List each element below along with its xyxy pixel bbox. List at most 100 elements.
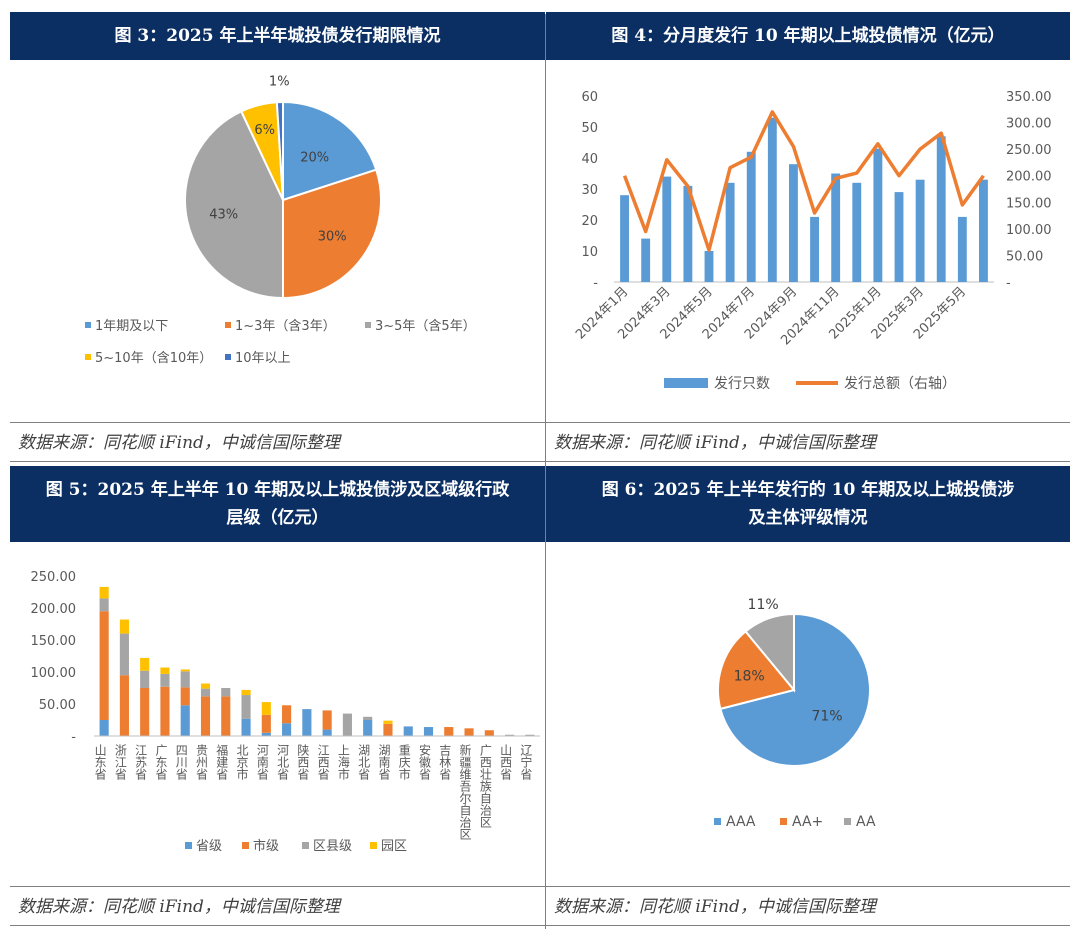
fig5-bar-segment — [444, 727, 454, 736]
fig5-bar-segment — [261, 732, 271, 736]
fig5-bar-segment — [99, 598, 109, 612]
fig5-bar-segment — [140, 688, 150, 736]
fig4-right-tick-label: 250.00 — [1006, 143, 1052, 158]
fig4-legend-swatch-bar — [664, 378, 708, 388]
fig4-bar — [704, 251, 714, 282]
fig3-data-label: 20% — [300, 150, 329, 165]
fig3-legend-label: 3~5年（含5年） — [375, 318, 476, 334]
fig6-legend-swatch — [714, 818, 721, 825]
fig5-bar-segment — [99, 720, 109, 736]
fig5-bar-segment — [282, 705, 292, 724]
fig5-bar-segment — [464, 728, 474, 736]
fig6-slice — [717, 630, 796, 711]
fig5-tick-label: 100.00 — [31, 666, 77, 681]
fig4-right-tick-label: 200.00 — [1006, 170, 1052, 185]
fig4-right-tick-label: 350.00 — [1006, 90, 1052, 105]
column-divider — [545, 14, 546, 929]
fig5-x-tick-label: 陕西省 — [296, 743, 310, 780]
fig4-left-tick-label: 50 — [581, 121, 598, 136]
fig5-bar-segment — [180, 705, 190, 736]
fig5-tick-label: 250.00 — [31, 570, 77, 585]
fig4-left-tick-label: - — [593, 276, 598, 291]
fig5-x-tick-label: 山西省 — [499, 744, 513, 780]
figure-5-panel: 图 5：2025 年上半年 10 年期及以上城投债涉及区域级行政 层级（亿元） … — [10, 466, 545, 930]
fig4-right-tick-label: 100.00 — [1006, 223, 1052, 238]
fig3-legend-label: 5~10年（含10年） — [95, 350, 212, 366]
fig4-bar — [873, 148, 883, 282]
fig4-right-tick-label: 50.00 — [1006, 249, 1043, 264]
figure-3-title: 图 3：2025 年上半年城投债发行期限情况 — [10, 12, 545, 60]
fig5-bar-segment — [403, 726, 413, 736]
fig4-bar — [683, 185, 693, 282]
figure-3-pie-chart: 20% 30% 43% 6% 1% 1年期及以下 1~3年（含3年） 3~5年（含5年） 5~1… — [85, 74, 476, 366]
fig5-legend-swatch — [370, 842, 377, 849]
fig5-bar-segment — [383, 723, 393, 736]
fig6-legend-label: AAA — [726, 814, 756, 830]
fig3-data-label: 43% — [209, 207, 238, 222]
fig4-bar — [831, 173, 841, 282]
figure-3-panel: 图 3：2025 年上半年城投债发行期限情况 20% 30% 43% 6% 1% 1年期及… — [10, 12, 545, 462]
fig5-bar-segment — [363, 716, 373, 720]
fig3-legend-label: 1年期及以下 — [95, 319, 168, 334]
fig5-x-tick-label: 贵州省 — [195, 744, 209, 780]
figure-4-title: 图 4：分月度发行 10 年期以上城投债情况（亿元） — [546, 12, 1070, 60]
fig5-x-tick-label: 山东省 — [93, 744, 107, 780]
fig5-bar-segment — [180, 671, 190, 688]
fig6-slice — [744, 612, 795, 693]
fig5-tick-label: 150.00 — [31, 634, 77, 649]
fig5-bar-segment — [322, 710, 332, 730]
fig3-data-label: 6% — [254, 123, 275, 138]
fig5-bar-segment — [241, 689, 251, 696]
fig4-right-tick-label: - — [1006, 276, 1011, 291]
fig5-x-tick-label: 吉林省 — [438, 744, 452, 780]
fig5-bar-segment — [221, 688, 231, 697]
fig4-bar — [789, 164, 798, 282]
fig5-bar-segment — [200, 696, 211, 736]
fig5-bar-segment — [140, 670, 150, 688]
fig5-bar-segment — [342, 713, 352, 736]
fig5-bar-segment — [322, 729, 332, 736]
fig3-data-label: 30% — [318, 230, 347, 245]
fig5-bar-segment — [484, 730, 494, 736]
figure-3-source: 数据来源：同花顺 iFind，中诚信国际整理 — [10, 422, 545, 462]
fig5-tick-label: - — [71, 730, 76, 745]
fig5-legend-label: 园区 — [381, 839, 407, 854]
figure-4-source: 数据来源：同花顺 iFind，中诚信国际整理 — [546, 422, 1070, 462]
fig5-x-tick-label: 河南省 — [255, 744, 269, 780]
fig5-x-tick-label: 北京市 — [235, 744, 249, 780]
figure-4-panel: 图 4：分月度发行 10 年期以上城投债情况（亿元） - 10 20 30 40 50 60… — [546, 12, 1070, 462]
fig5-bar-segment — [282, 723, 292, 736]
fig4-bar — [915, 179, 925, 282]
fig5-bar-segment — [119, 619, 129, 634]
fig5-bar-segment — [200, 683, 211, 689]
figure-6-pie-chart: 71% 18% 11% AAA AA+ AA — [714, 597, 876, 830]
fig4-bar — [979, 179, 988, 282]
fig5-bar-segment — [160, 686, 170, 736]
fig4-bar — [894, 192, 904, 282]
fig5-x-tick-label: 河北省 — [276, 744, 290, 780]
fig3-legend-swatch — [225, 322, 231, 328]
fig5-bar-segment — [525, 734, 535, 736]
fig4-bar — [936, 136, 946, 282]
fig5-bar-segment — [140, 657, 150, 671]
fig4-left-tick-label: 60 — [581, 90, 598, 105]
fig4-left-tick-label: 20 — [581, 214, 598, 229]
fig5-bar-segment — [423, 727, 434, 736]
fig5-legend-swatch — [185, 842, 192, 849]
fig3-data-label: 1% — [269, 74, 290, 89]
fig5-bar-segment — [241, 695, 251, 719]
fig5-bar-segment — [99, 611, 109, 720]
fig5-tick-label: 200.00 — [31, 602, 77, 617]
fig4-bar — [620, 195, 629, 282]
fig3-slice — [184, 109, 284, 300]
fig5-bar-segment — [363, 720, 373, 736]
fig4-right-tick-label: 300.00 — [1006, 117, 1052, 132]
fig5-bar-segment — [261, 702, 271, 715]
fig5-x-tick-label: 新疆维吾尔自治区 — [458, 743, 472, 840]
fig5-bar-segment — [160, 673, 170, 687]
fig3-legend-label: 1~3年（含3年） — [235, 318, 336, 334]
figure-5-title: 图 5：2025 年上半年 10 年期及以上城投债涉及区域级行政 层级（亿元） — [10, 466, 545, 542]
fig3-slice — [282, 100, 378, 202]
fig4-left-tick-label: 40 — [581, 152, 598, 167]
fig5-x-tick-label: 广东省 — [154, 744, 168, 780]
